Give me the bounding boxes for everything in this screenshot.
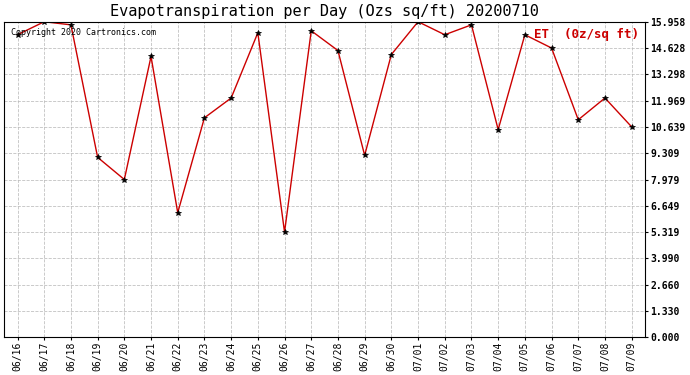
Text: Copyright 2020 Cartronics.com: Copyright 2020 Cartronics.com xyxy=(10,28,155,37)
Title: Evapotranspiration per Day (Ozs sq/ft) 20200710: Evapotranspiration per Day (Ozs sq/ft) 2… xyxy=(110,4,539,19)
Text: ET  (0z/sq ft): ET (0z/sq ft) xyxy=(533,28,639,41)
